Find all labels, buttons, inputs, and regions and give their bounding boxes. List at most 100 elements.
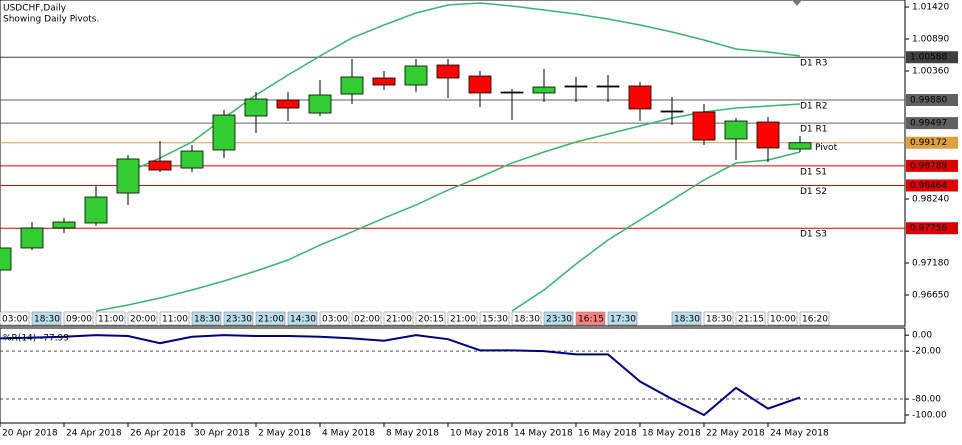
- x-tick-label: 20 Apr 2018: [2, 429, 58, 439]
- time-label-box: [511, 311, 542, 326]
- pivot-name: D1 R2: [800, 101, 828, 111]
- price-label: 0.98789: [910, 161, 947, 171]
- y-tick-label: 1.01420: [912, 3, 949, 13]
- candle-body: [372, 77, 396, 86]
- price-label-box: [906, 51, 958, 64]
- candle-body: [532, 86, 556, 94]
- x-tick-label: 26 Apr 2018: [130, 429, 186, 439]
- candle-body: [116, 158, 140, 194]
- time-label-box: [159, 311, 190, 326]
- x-tick-label: 16 May 2018: [578, 429, 637, 439]
- candle-body: [20, 227, 44, 249]
- chart-title: USDCHF,Daily: [3, 4, 67, 14]
- y-tick-label: -100.00: [912, 411, 947, 421]
- time-label-box: [735, 311, 766, 326]
- time-label: 14:30: [290, 315, 316, 325]
- pivot-name: D1 S2: [800, 187, 827, 197]
- time-label: 18:30: [706, 315, 732, 325]
- candle-body: [628, 85, 652, 110]
- candle-body: [84, 196, 108, 224]
- chart-subtitle: Showing Daily Pivots.: [3, 15, 99, 25]
- candle-body: [596, 85, 620, 88]
- time-label-box: [223, 311, 254, 326]
- time-label: 20:15: [418, 315, 444, 325]
- y-tick-label: 0.98240: [912, 195, 949, 205]
- price-label: 0.99497: [910, 119, 947, 129]
- candle-body: [564, 85, 588, 88]
- price-label: 0.98464: [910, 181, 947, 191]
- time-label: 20:00: [130, 315, 156, 325]
- time-label-box: [63, 311, 94, 326]
- pivot-name: D1 R1: [800, 125, 828, 135]
- candle-body: [308, 94, 332, 114]
- time-label-box: [351, 311, 382, 326]
- candle-body: [788, 142, 812, 150]
- time-label-box: [415, 311, 446, 326]
- time-label-box: [671, 311, 702, 326]
- time-label-box: [767, 311, 798, 326]
- time-label: 09:00: [66, 315, 92, 325]
- price-label-box: [906, 93, 958, 106]
- x-tick-label: 30 Apr 2018: [194, 429, 250, 439]
- candle-body: [692, 111, 716, 141]
- y-tick-label: 0.97180: [912, 259, 949, 269]
- time-label: 21:15: [738, 315, 764, 325]
- price-label: 0.99880: [910, 95, 947, 105]
- price-label-box: [906, 222, 958, 235]
- x-tick-label: 22 May 2018: [706, 429, 765, 439]
- pivot-name: D1 S3: [800, 230, 827, 240]
- y-tick-label: 0.00: [912, 331, 932, 341]
- time-label: 10:00: [770, 315, 796, 325]
- time-label-box: [383, 311, 414, 326]
- time-label-box: [703, 311, 734, 326]
- x-tick-label: 10 May 2018: [450, 429, 509, 439]
- time-label-box: [447, 311, 478, 326]
- candle-body: [180, 150, 204, 169]
- y-tick-label: -20.00: [912, 347, 941, 357]
- time-label: 23:30: [226, 315, 252, 325]
- time-label: 16:20: [802, 315, 828, 325]
- time-label-box: [799, 311, 830, 326]
- candle-body: [660, 110, 684, 113]
- price-label-box: [906, 117, 958, 130]
- price-label-box: [906, 159, 958, 172]
- price-label: 1.00588: [910, 53, 947, 63]
- indicator-panel: [0, 327, 906, 424]
- time-label-box: [575, 311, 606, 326]
- indicator-value: -77.99: [40, 334, 69, 344]
- y-tick-label: 0.96650: [912, 291, 949, 301]
- time-label: 18:30: [674, 315, 700, 325]
- time-label: 18:30: [514, 315, 540, 325]
- x-tick-label: 4 May 2018: [322, 429, 375, 439]
- price-label: 0.99172: [910, 138, 947, 148]
- x-tick-label: 14 May 2018: [514, 429, 573, 439]
- time-label-box: [0, 311, 30, 326]
- time-label: 15:30: [482, 315, 508, 325]
- time-label: 03:00: [322, 315, 348, 325]
- main-plot: [0, 2, 905, 312]
- candle-body: [276, 99, 300, 109]
- time-label-box: [479, 311, 510, 326]
- time-label-box: [95, 311, 126, 326]
- time-label-box: [287, 311, 318, 326]
- candle-body: [468, 75, 492, 94]
- x-tick-label: 24 Apr 2018: [66, 429, 122, 439]
- price-label-box: [906, 179, 958, 192]
- time-label-box: [255, 311, 286, 326]
- candle-body: [436, 64, 460, 79]
- time-label: 11:00: [162, 315, 188, 325]
- candle-body: [244, 98, 268, 117]
- time-label: 18:30: [194, 315, 220, 325]
- time-label: 03:00: [2, 315, 28, 325]
- candle-body: [212, 114, 236, 151]
- x-tick-label: 18 May 2018: [642, 429, 701, 439]
- scroll-marker: [792, 0, 802, 6]
- pivot-name: Pivot: [815, 143, 838, 153]
- y-tick-label: 1.00890: [912, 35, 949, 45]
- candle-body: [724, 120, 748, 140]
- time-label: 21:00: [450, 315, 476, 325]
- candle-body: [0, 247, 12, 271]
- indicator-title: %R(14): [3, 334, 36, 344]
- candle-body: [52, 221, 76, 229]
- overlay: 1.01420 1.00890 1.00360 0.98240 0.97180 0.966…: [0, 3, 958, 439]
